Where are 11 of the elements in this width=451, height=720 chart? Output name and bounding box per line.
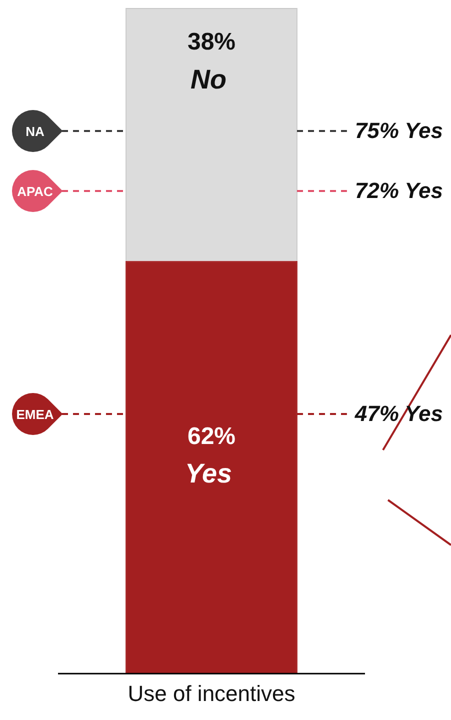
text: 75% Yes [354,118,443,144]
x-tick-label: Use of incentives [128,680,296,706]
pin-tag: NA [12,110,63,152]
text: 72% Yes [354,178,443,204]
data-label: 38% [187,28,236,56]
pin-tag: EMEA [12,393,63,435]
series-label: No [190,64,226,94]
pin-tag: APAC [12,170,63,212]
data-label: 62% [187,422,236,450]
series-label: Yes [184,458,232,489]
text: 47% Yes [354,401,443,427]
